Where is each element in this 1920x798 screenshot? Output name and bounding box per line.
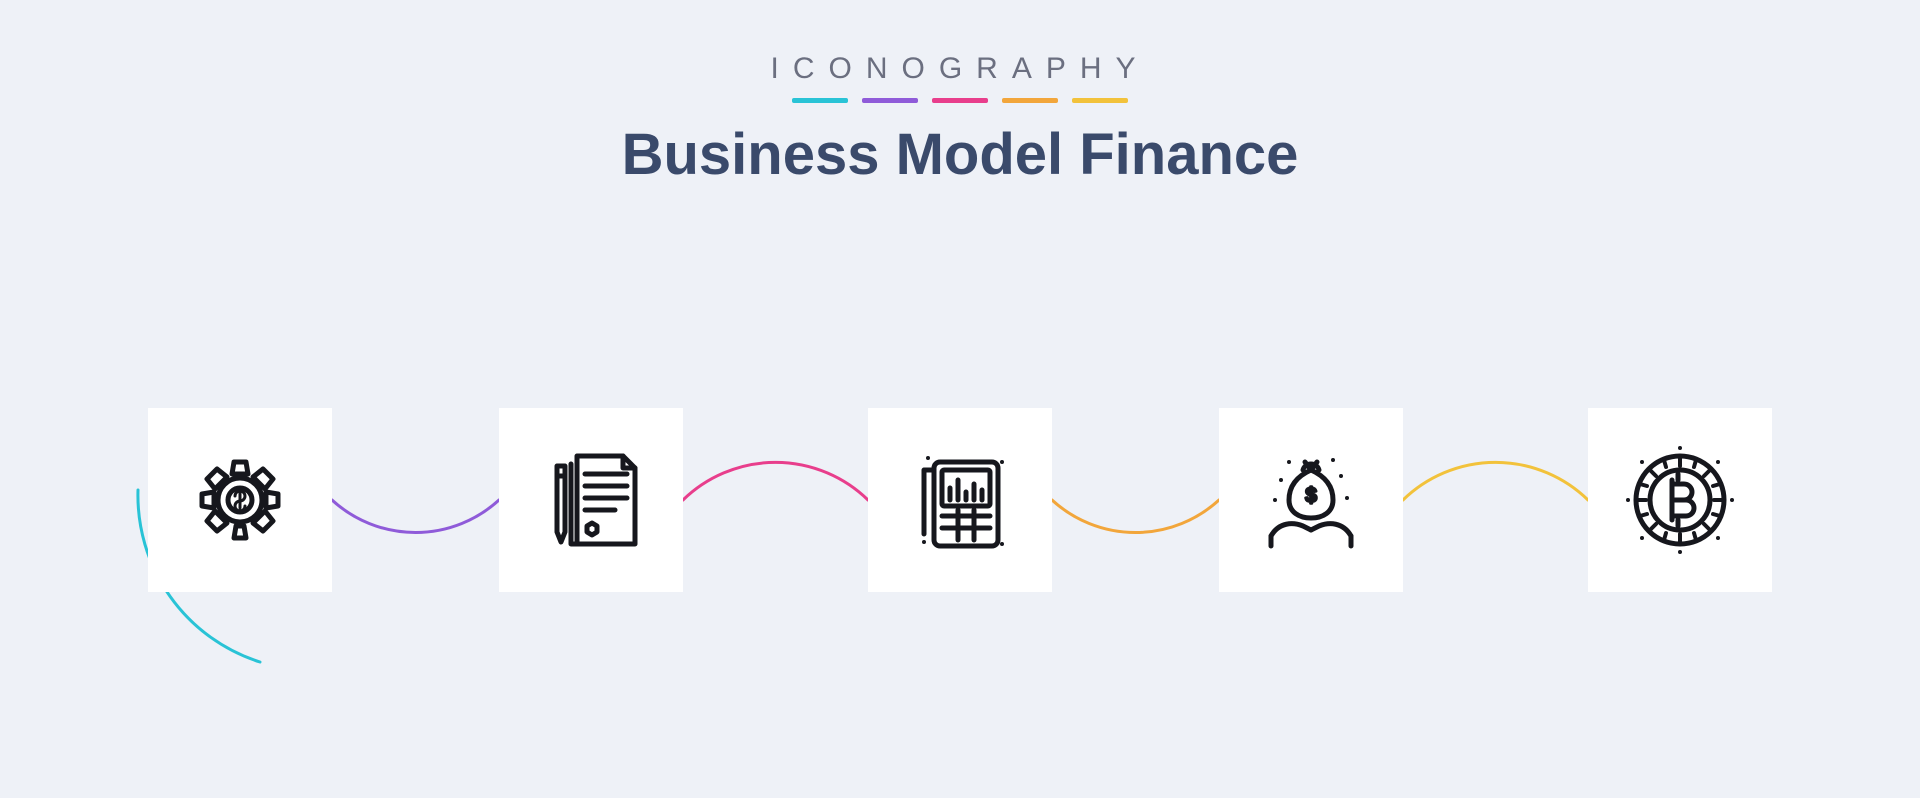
underline-seg-0 <box>792 98 848 103</box>
underline-seg-3 <box>1002 98 1058 103</box>
overline-text: ICONOGRAPHY <box>0 52 1920 86</box>
svg-text:$: $ <box>1305 485 1316 507</box>
pos-terminal-icon <box>900 440 1020 560</box>
header: ICONOGRAPHY Business Model Finance <box>0 0 1920 188</box>
icon-card-funding-hands: $ <box>1219 408 1403 592</box>
contract-icon <box>531 440 651 560</box>
underline-row <box>0 98 1920 103</box>
underline-seg-2 <box>932 98 988 103</box>
underline-seg-4 <box>1072 98 1128 103</box>
icon-card-pos-terminal <box>868 408 1052 592</box>
underline-seg-1 <box>862 98 918 103</box>
icon-card-gear-dollar <box>148 408 332 592</box>
gear-dollar-icon <box>180 440 300 560</box>
funding-hands-icon: $ <box>1251 440 1371 560</box>
page-title: Business Model Finance <box>0 121 1920 188</box>
icon-card-contract <box>499 408 683 592</box>
icon-card-bitcoin-coin <box>1588 408 1772 592</box>
bitcoin-coin-icon <box>1620 440 1740 560</box>
icon-stage: $ <box>0 270 1920 730</box>
